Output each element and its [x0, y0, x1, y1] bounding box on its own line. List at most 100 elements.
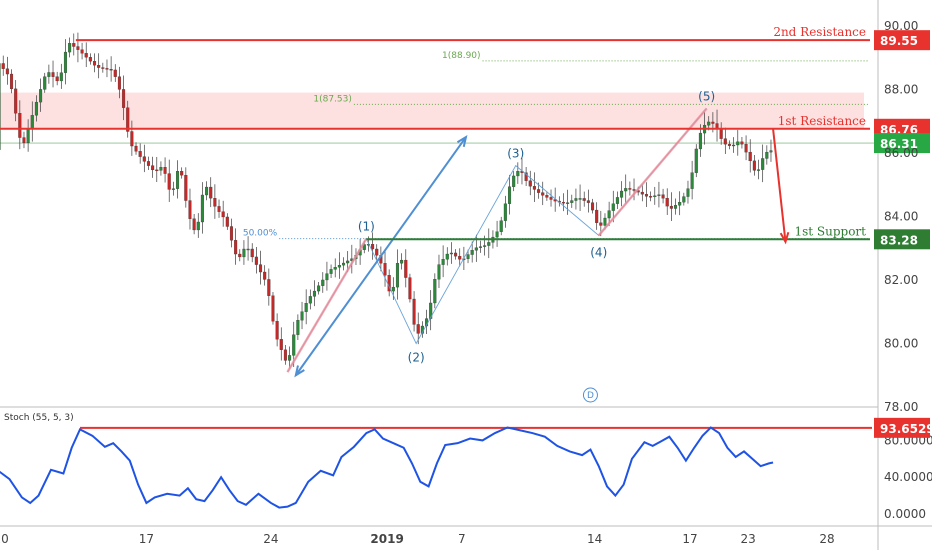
candle-body	[34, 101, 38, 116]
candle-body	[221, 211, 225, 218]
time-tick-label: 7	[458, 532, 466, 546]
wave-label: (5)	[698, 89, 715, 103]
candle-body	[242, 248, 246, 258]
candle-body	[238, 253, 242, 258]
candle-body	[765, 151, 769, 159]
candle-body	[761, 158, 765, 170]
candle-body	[732, 144, 736, 147]
candle-body	[229, 226, 234, 241]
candle-body	[433, 279, 437, 304]
candle-body	[105, 68, 109, 70]
candle-body	[225, 216, 229, 227]
candle-body	[624, 188, 628, 192]
candle-body	[441, 259, 445, 265]
candle-body	[578, 198, 582, 200]
candle-body	[657, 194, 661, 196]
candle-body	[665, 198, 669, 207]
candle-body	[375, 248, 379, 256]
price-tick-label: 80.00	[884, 336, 918, 350]
forecast-arrow	[772, 128, 787, 242]
time-tick-label: 10	[0, 532, 9, 546]
candle-body	[669, 205, 673, 209]
candle-body	[188, 200, 192, 219]
current-price-tag	[874, 133, 930, 154]
candle-body	[93, 61, 97, 66]
candle-body	[507, 186, 512, 204]
candle-body	[296, 320, 300, 335]
candle-body	[22, 137, 26, 144]
candle-body	[283, 349, 287, 361]
wave-label: (1)	[358, 220, 375, 234]
candle-body	[412, 298, 416, 325]
candle-body	[258, 264, 263, 273]
candle-body	[101, 67, 105, 69]
candle-body	[586, 200, 590, 203]
candle-body	[478, 246, 483, 248]
candle-body	[263, 271, 267, 280]
candle-body	[524, 172, 528, 181]
candle-body	[329, 269, 333, 274]
candle-body	[234, 240, 238, 255]
stoch-tick-label: 0.0000	[884, 507, 926, 521]
candle-body	[88, 57, 92, 62]
time-tick-label: 17	[139, 532, 154, 546]
candle-body	[113, 69, 117, 77]
level-price-tag-text: 89.55	[880, 34, 918, 48]
candle-body	[55, 76, 59, 82]
candle-body	[134, 145, 138, 152]
candle-body	[495, 231, 499, 238]
candle-body	[595, 209, 599, 223]
candle-body	[72, 43, 76, 47]
stoch-reference-tag	[874, 417, 930, 438]
candle-body	[400, 259, 404, 264]
candle-body	[250, 248, 254, 258]
candle-body	[341, 262, 346, 266]
candle-body	[97, 65, 101, 68]
candle-body	[246, 248, 250, 251]
candle-body	[574, 198, 578, 201]
candle-body	[14, 88, 18, 114]
candle-body	[142, 156, 146, 162]
candle-body	[80, 49, 84, 54]
forecast-arrowhead	[779, 231, 790, 245]
candle-body	[499, 220, 503, 232]
candle-body	[711, 121, 715, 124]
candle-body	[474, 247, 478, 251]
candle-body	[213, 198, 217, 207]
projection-arrowhead	[294, 365, 305, 378]
candle-body	[209, 186, 213, 199]
candle-body	[9, 73, 14, 90]
candle-body	[549, 197, 553, 200]
wave-label: (4)	[590, 246, 607, 260]
projection-arrow	[294, 136, 467, 376]
candle-body	[84, 53, 88, 58]
candle-body	[267, 279, 271, 296]
candle-body	[205, 186, 209, 196]
candle-body	[117, 76, 121, 90]
candle-body	[76, 46, 80, 50]
candle-body	[483, 245, 487, 247]
candle-body	[541, 192, 545, 196]
candle-body	[292, 334, 296, 356]
candle-body	[167, 173, 171, 190]
candle-body	[640, 191, 644, 195]
candle-body	[26, 128, 30, 144]
candle-body	[757, 169, 761, 171]
candle-body	[308, 296, 312, 304]
candle-body	[570, 200, 574, 203]
candle-body	[740, 141, 744, 145]
candle-body	[752, 160, 756, 171]
candle-body	[698, 132, 702, 150]
candle-body	[537, 189, 541, 193]
candle-body	[653, 195, 657, 198]
level-price-tag	[874, 30, 930, 51]
candle-body	[175, 171, 180, 189]
candle-body	[126, 107, 130, 132]
candle-body	[516, 171, 520, 177]
time-tick-label: 14	[587, 532, 602, 546]
candle-body	[744, 144, 748, 153]
candle-body	[707, 121, 711, 126]
candle-body	[304, 303, 308, 312]
price-tick-label: 86.00	[884, 146, 918, 160]
